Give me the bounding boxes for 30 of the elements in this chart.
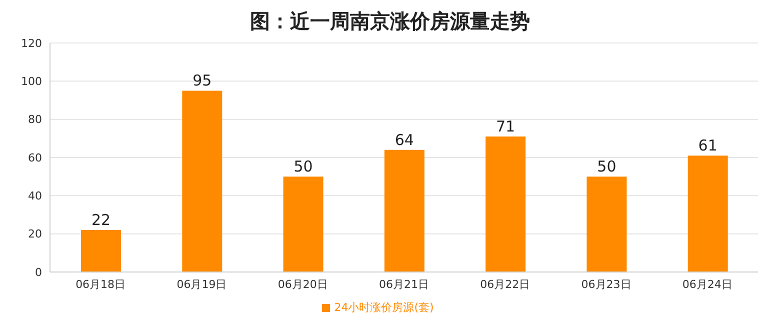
bar bbox=[688, 156, 728, 272]
y-tick-label: 80 bbox=[28, 113, 42, 126]
bar bbox=[486, 136, 526, 272]
y-tick-label: 40 bbox=[28, 190, 42, 203]
x-tick-label: 06月20日 bbox=[278, 278, 328, 291]
y-tick-label: 60 bbox=[28, 151, 42, 164]
data-label: 50 bbox=[597, 158, 616, 176]
bar bbox=[283, 176, 324, 272]
x-tick-label: 06月21日 bbox=[379, 278, 429, 291]
data-label: 22 bbox=[91, 211, 111, 230]
y-tick-label: 100 bbox=[21, 75, 42, 88]
data-label: 71 bbox=[496, 118, 516, 136]
chart-title: 图：近一周南京涨价房源量走势 bbox=[249, 8, 531, 35]
data-label: 64 bbox=[394, 130, 414, 149]
bar bbox=[81, 230, 121, 272]
y-tick-label: 20 bbox=[28, 228, 42, 241]
y-tick-label: 0 bbox=[35, 266, 42, 279]
bar bbox=[586, 176, 627, 272]
x-tick-label: 06月23日 bbox=[581, 278, 632, 291]
bar bbox=[182, 90, 222, 272]
x-tick-label: 06月24日 bbox=[682, 278, 732, 291]
bar bbox=[384, 150, 424, 272]
x-tick-label: 06月19日 bbox=[176, 278, 227, 291]
x-tick-label: 06月18日 bbox=[76, 278, 126, 291]
legend-label: 24小时涨价房源(套) bbox=[334, 301, 434, 314]
y-tick-label: 120 bbox=[21, 36, 42, 50]
data-label: 95 bbox=[192, 72, 212, 90]
data-label: 50 bbox=[294, 158, 313, 176]
x-tick-label: 06月22日 bbox=[480, 278, 530, 291]
data-label: 61 bbox=[698, 136, 718, 155]
